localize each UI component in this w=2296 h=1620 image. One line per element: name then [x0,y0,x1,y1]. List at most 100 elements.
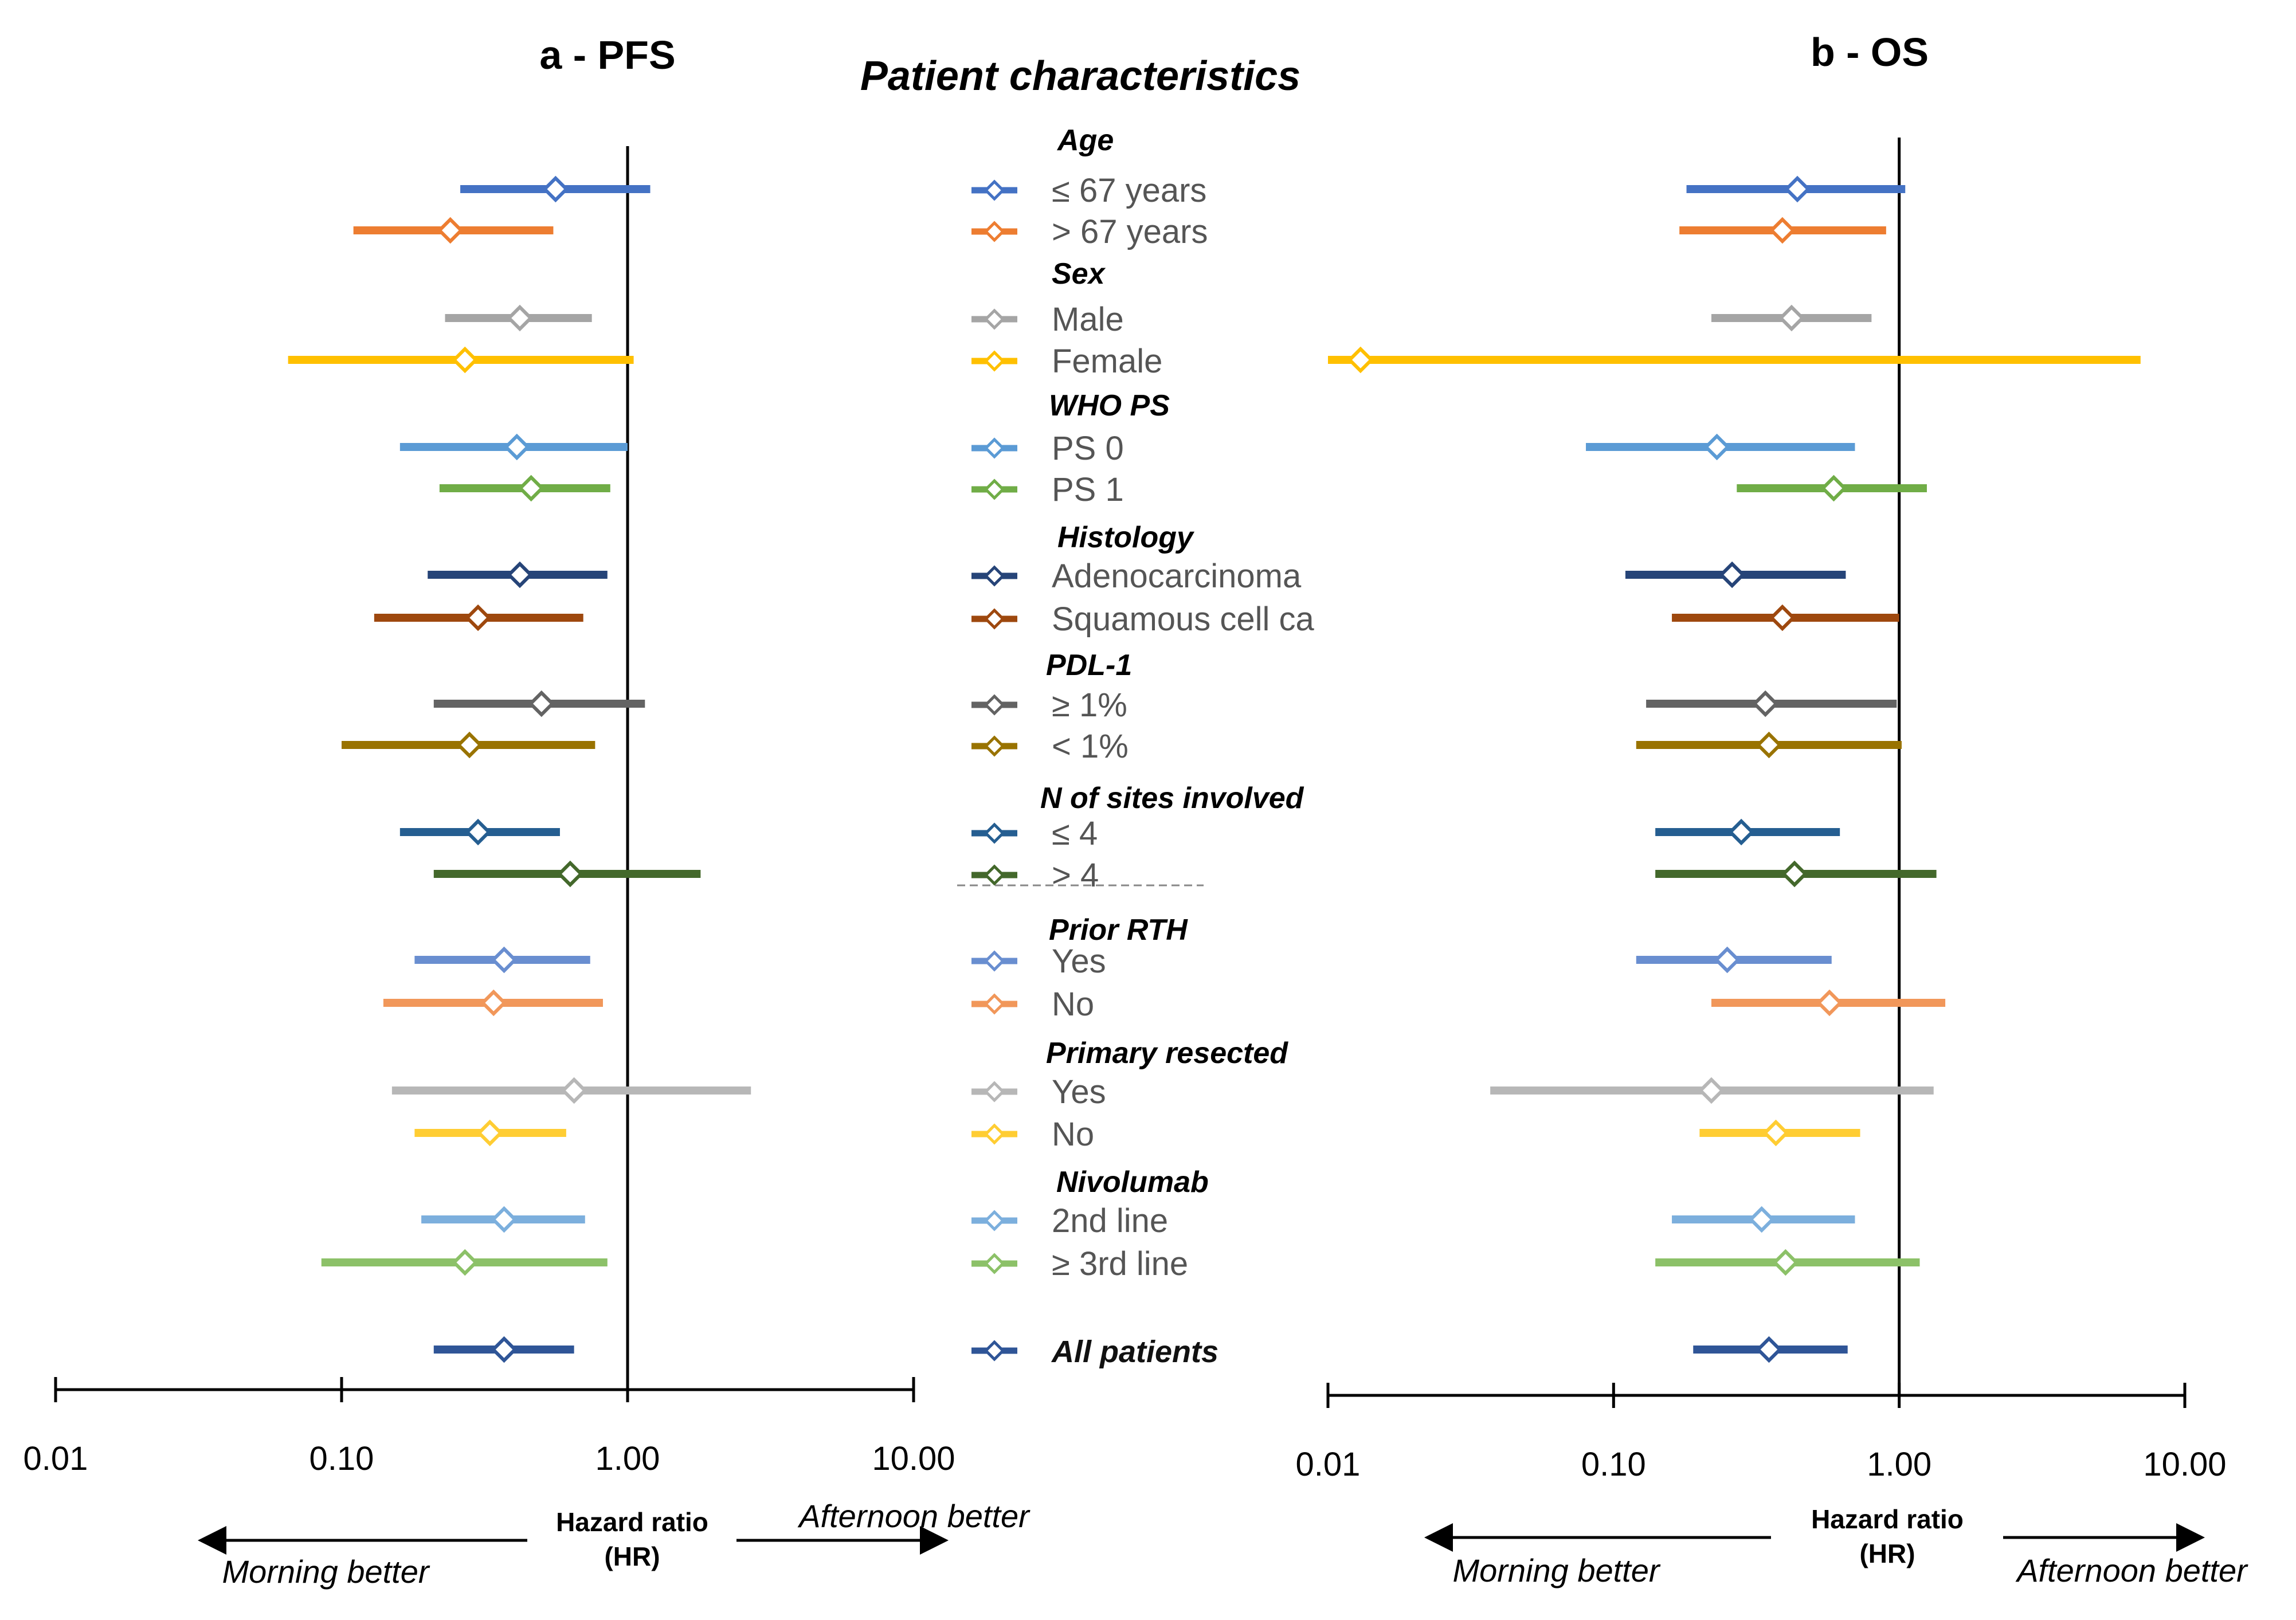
legend-item-label: Squamous cell ca [1052,601,1315,638]
legend-group-resected: Primary resected [1046,1037,1288,1070]
hr-point [491,1336,518,1363]
legend-item-label: Female [1052,343,1162,380]
legend-swatch-marker [984,694,1005,716]
legend-item-label: ≥ 3rd line [1052,1245,1188,1282]
x-tick-label: 0.01 [1296,1446,1361,1483]
hr-point [518,474,544,502]
hr-point [506,304,534,332]
legend-item-label: Male [1052,301,1124,338]
legend-item-label: > 67 years [1052,213,1208,250]
legend-item-label: ≥ 1% [1052,687,1127,724]
legend-group-age: Age [1056,124,1114,157]
legend-swatch-marker [984,478,1005,500]
hr-label-b-line2: (HR) [1859,1539,1915,1568]
hr-point [1714,946,1741,974]
legend-group-nivo: Nivolumab [1056,1166,1209,1199]
hr-point [1781,860,1808,888]
legend-swatch-marker [984,993,1005,1015]
legend-swatch-marker [984,179,1005,201]
hr-point [528,690,555,717]
legend-swatch-marker [984,1123,1005,1145]
panel-b-os: 0.01 0.10 1.00 10.00 [1296,138,2227,1483]
legend-swatch-marker [984,1340,1005,1362]
hr-point [464,818,492,846]
legend-swatch-marker [984,221,1005,242]
legend-swatch-marker [984,1081,1005,1103]
legend-item-label: 2nd line [1052,1202,1168,1239]
morning-better-b: Morning better [1452,1552,1660,1588]
hr-point [561,1077,587,1104]
legend-swatch-marker [984,950,1005,972]
hr-point [437,217,464,244]
hr-point [1784,175,1811,203]
legend-swatch-marker [984,864,1005,886]
hr-point [464,604,492,631]
hr-point [452,346,479,374]
hr-point [542,175,569,203]
legend-group-nsites: N of sites involved [1040,782,1304,815]
legend-swatch-marker [984,1210,1005,1231]
legend-swatch-marker [984,822,1005,844]
hr-label-a-line1: Hazard ratio [556,1507,708,1537]
hr-point [1703,433,1730,461]
legend-group-who: WHO PS [1049,389,1170,422]
legend-group-hist: Histology [1057,521,1195,554]
hr-point [1816,989,1843,1017]
hr-point [1727,818,1755,846]
legend-item-label: Yes [1052,943,1106,980]
hr-point [506,561,534,589]
panel-b-title: b - OS [1811,30,1929,74]
legend-item-label: Adenocarcinoma [1052,558,1302,595]
hr-point [491,946,518,974]
legend-swatch-marker [984,1253,1005,1274]
hr-point [1347,346,1374,374]
hr-label-b-line1: Hazard ratio [1811,1504,1964,1534]
legend-swatch-marker [984,565,1005,587]
hr-point [1762,1119,1789,1147]
hr-point [1820,474,1847,502]
legend-item-label: No [1052,1116,1094,1153]
x-tick-label: 1.00 [595,1440,660,1477]
x-tick-label: 0.10 [309,1440,374,1477]
legend-group-pdl: PDL-1 [1046,649,1132,682]
legend-item-label: All patients [1051,1335,1218,1369]
panel-a-pfs: 0.01 0.10 1.00 10.00 [23,146,955,1477]
legend-group-rth: Prior RTH [1049,913,1188,947]
legend-swatch-marker [984,735,1005,757]
hr-point [1772,1249,1799,1276]
legend-item-label: > 4 [1052,857,1099,894]
center-legend: Age Sex WHO PS Histology PDL-1 N of sites inv… [957,124,1315,1369]
hr-point [456,731,483,759]
hr-point [1752,690,1779,717]
hr-point [1778,304,1805,332]
legend-swatch-marker [984,308,1005,330]
hr-point [557,860,584,888]
legend-item-label: ≤ 67 years [1052,172,1206,209]
legend-item-label: PS 0 [1052,430,1124,467]
x-tick-label: 0.10 [1581,1446,1646,1483]
legend-swatch-marker [984,350,1005,372]
hr-point [503,433,531,461]
legend-swatch-marker [984,608,1005,630]
patient-characteristics-title: Patient characteristics [860,53,1300,99]
hr-point [480,989,507,1017]
panel-a-title: a - PFS [539,33,675,77]
x-tick-label: 10.00 [2143,1446,2226,1483]
legend-item-label: No [1052,986,1094,1023]
hr-point [1698,1077,1725,1104]
hr-point [1756,731,1782,759]
legend-item-label: Yes [1052,1073,1106,1111]
legend-item-label: ≤ 4 [1052,815,1098,852]
hr-point [452,1249,479,1276]
afternoon-better-b: Afternoon better [2015,1552,2248,1588]
hr-label-a-line2: (HR) [604,1541,660,1571]
morning-better-a: Morning better [222,1554,430,1590]
legend-group-sex: Sex [1052,257,1106,291]
hr-point [1769,604,1796,631]
hr-point [1769,217,1796,244]
legend-item-label: PS 1 [1052,471,1124,508]
hr-point [1718,561,1746,589]
hr-point [476,1119,503,1147]
hr-point [1756,1336,1782,1363]
